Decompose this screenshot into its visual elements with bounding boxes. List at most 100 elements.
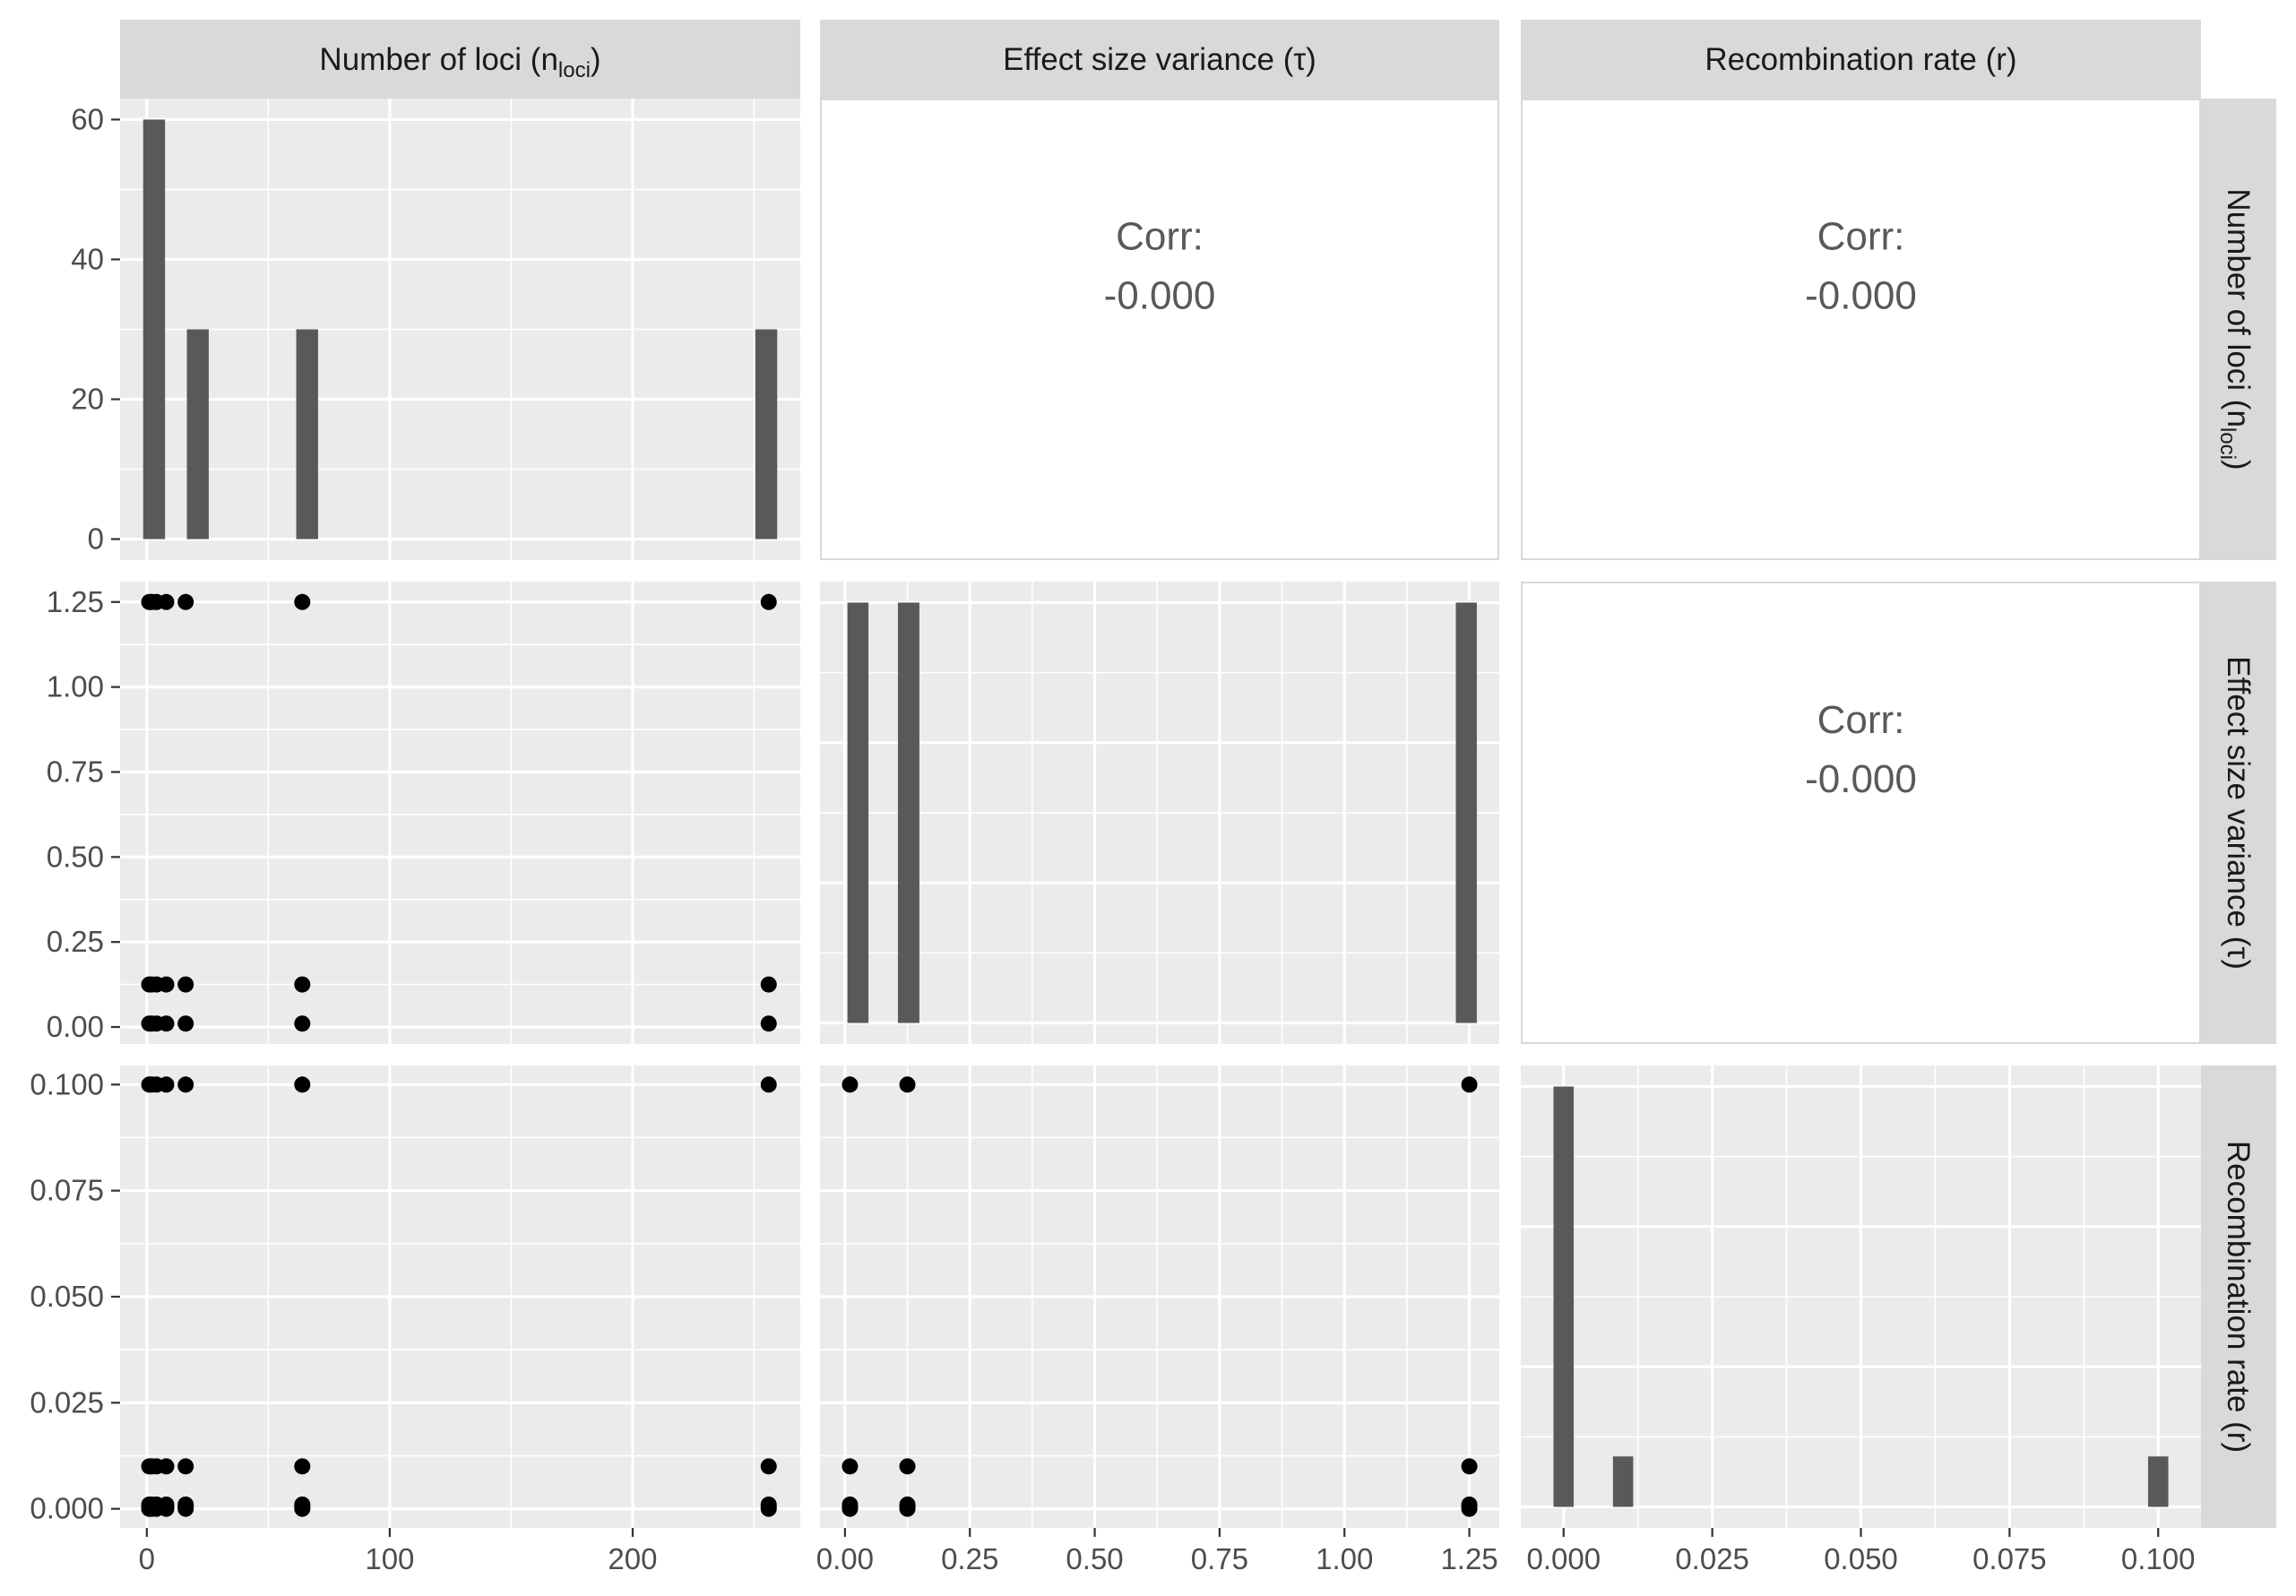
- scatter-point: [177, 976, 194, 993]
- x-tick-label: 0.25: [941, 1542, 998, 1575]
- scatter-r2-c1: [842, 1076, 1478, 1517]
- panel-background: [120, 582, 800, 1044]
- scatter-point: [158, 1496, 175, 1513]
- right-strip-label: Effect size variance (τ): [2221, 656, 2256, 970]
- scatter-point: [177, 1496, 194, 1513]
- right-strip-label: Number of loci (nloci): [2215, 188, 2256, 470]
- x-tick-label: 0.50: [1066, 1542, 1123, 1575]
- scatter-point: [177, 1458, 194, 1475]
- top-strip-2: [1521, 20, 2201, 99]
- histogram-bar: [1553, 1086, 1575, 1507]
- panel-r0-c1: [820, 99, 1499, 560]
- strip-layer: Number of loci (nloci) Effect size varian…: [120, 20, 2276, 1528]
- histogram-2: [1553, 1086, 2169, 1507]
- x-tick-label: 0.050: [1824, 1542, 1898, 1575]
- scatter-point: [177, 1015, 194, 1032]
- x-tick-label: 0.025: [1675, 1542, 1749, 1575]
- x-tick-label: 0: [139, 1542, 155, 1575]
- histogram-bar: [186, 329, 209, 539]
- scatter-point: [158, 593, 175, 610]
- right-strip-1: [2201, 582, 2276, 1044]
- y-tick-label: 0.075: [30, 1174, 104, 1207]
- scatter-r1-c0: [141, 593, 777, 1032]
- y-tick-label: 20: [71, 383, 104, 416]
- scatter-point: [1461, 1458, 1478, 1475]
- top-strip-0: [120, 20, 800, 99]
- x-tick-label: 0.075: [1972, 1542, 2047, 1575]
- corr-value: -0.000: [1805, 757, 1917, 801]
- scatter-point: [177, 593, 194, 610]
- scatter-point: [158, 1076, 175, 1093]
- panel-r1-c2: [1521, 582, 2201, 1044]
- top-strip-label: Number of loci (nloci): [319, 42, 600, 82]
- scatter-r2-c0: [141, 1076, 777, 1517]
- y-tick-label: 0.050: [30, 1280, 104, 1313]
- scatter-point: [294, 1458, 311, 1475]
- scatter-point: [294, 1015, 311, 1032]
- x-tick-label: 0.00: [816, 1542, 874, 1575]
- corr-label: Corr:: [1817, 698, 1905, 742]
- panel-layer: Corr: -0.000 Corr: -0.000 Corr: -0.000: [120, 99, 2201, 1528]
- scatter-point: [760, 1496, 777, 1513]
- x-tick-label: 1.00: [1316, 1542, 1373, 1575]
- scatter-point: [899, 1076, 916, 1093]
- x-tick-label: 0.000: [1526, 1542, 1601, 1575]
- scatter-point: [760, 1076, 777, 1093]
- y-tick-label: 0.75: [47, 755, 104, 788]
- corr-value: -0.000: [1805, 274, 1917, 318]
- panel-r0-c2: [1521, 99, 2201, 560]
- y-tick-label: 1.25: [47, 585, 104, 618]
- axis-layer: 0 100 200 0.00 0.25 0.50 0.75 1.00 1.25 0.000 0.02…: [30, 102, 2195, 1575]
- top-strip-label: Recombination rate (r): [1705, 42, 2016, 77]
- x-tick-label: 0.75: [1191, 1542, 1248, 1575]
- scatter-point: [760, 1458, 777, 1475]
- histogram-bar: [1455, 602, 1477, 1023]
- histogram-0: [142, 119, 778, 539]
- right-strip-label: Recombination rate (r): [2221, 1141, 2256, 1453]
- panel-r2-c0: [120, 1065, 800, 1528]
- right-strip-0: [2201, 99, 2276, 560]
- scatter-point: [760, 593, 777, 610]
- y-tick-label: 40: [71, 242, 104, 275]
- top-strip-label: Effect size variance (τ): [1003, 42, 1316, 77]
- corr-panel-border: [820, 99, 1499, 560]
- y-tick-label: 0.50: [47, 840, 104, 873]
- scatter-point: [294, 1076, 311, 1093]
- scatter-point: [842, 1076, 859, 1093]
- right-strip-2: [2201, 1065, 2276, 1528]
- scatter-point: [842, 1458, 859, 1475]
- scatter-point: [158, 1015, 175, 1032]
- histogram-bar: [897, 602, 919, 1023]
- corr-panel-border: [1521, 582, 2201, 1044]
- scatter-point: [899, 1496, 916, 1513]
- scatter-point: [1461, 1076, 1478, 1093]
- y-tick-label: 0.000: [30, 1492, 104, 1525]
- corr-panel-border: [1521, 99, 2201, 560]
- panel-r1-c0: [120, 582, 800, 1044]
- panel-r1-c1: [820, 582, 1499, 1044]
- x-tick-label: 100: [365, 1542, 414, 1575]
- scatter-point: [158, 976, 175, 993]
- histogram-bar: [755, 329, 778, 539]
- histogram-1: [847, 602, 1477, 1023]
- scatter-point: [760, 976, 777, 993]
- panel-r2-c1: [820, 1065, 1499, 1528]
- x-tick-label: 1.25: [1440, 1542, 1498, 1575]
- scatter-point: [1461, 1496, 1478, 1513]
- panel-r2-c2: [1521, 1065, 2201, 1528]
- y-tick-label: 1.00: [47, 670, 104, 703]
- corr-label: Corr:: [1817, 215, 1905, 259]
- histogram-bar: [142, 119, 166, 539]
- scatter-point: [760, 1015, 777, 1032]
- scatter-point: [177, 1076, 194, 1093]
- corr-value: -0.000: [1104, 274, 1216, 318]
- y-tick-label: 60: [71, 102, 104, 135]
- y-tick-label: 0.25: [47, 925, 104, 958]
- x-tick-label: 200: [608, 1542, 657, 1575]
- scatter-point: [899, 1458, 916, 1475]
- y-tick-label: 0.100: [30, 1067, 104, 1100]
- histogram-bar: [847, 602, 869, 1023]
- scatter-point: [158, 1458, 175, 1475]
- x-tick-label: 0.100: [2121, 1542, 2196, 1575]
- scatter-point: [294, 593, 311, 610]
